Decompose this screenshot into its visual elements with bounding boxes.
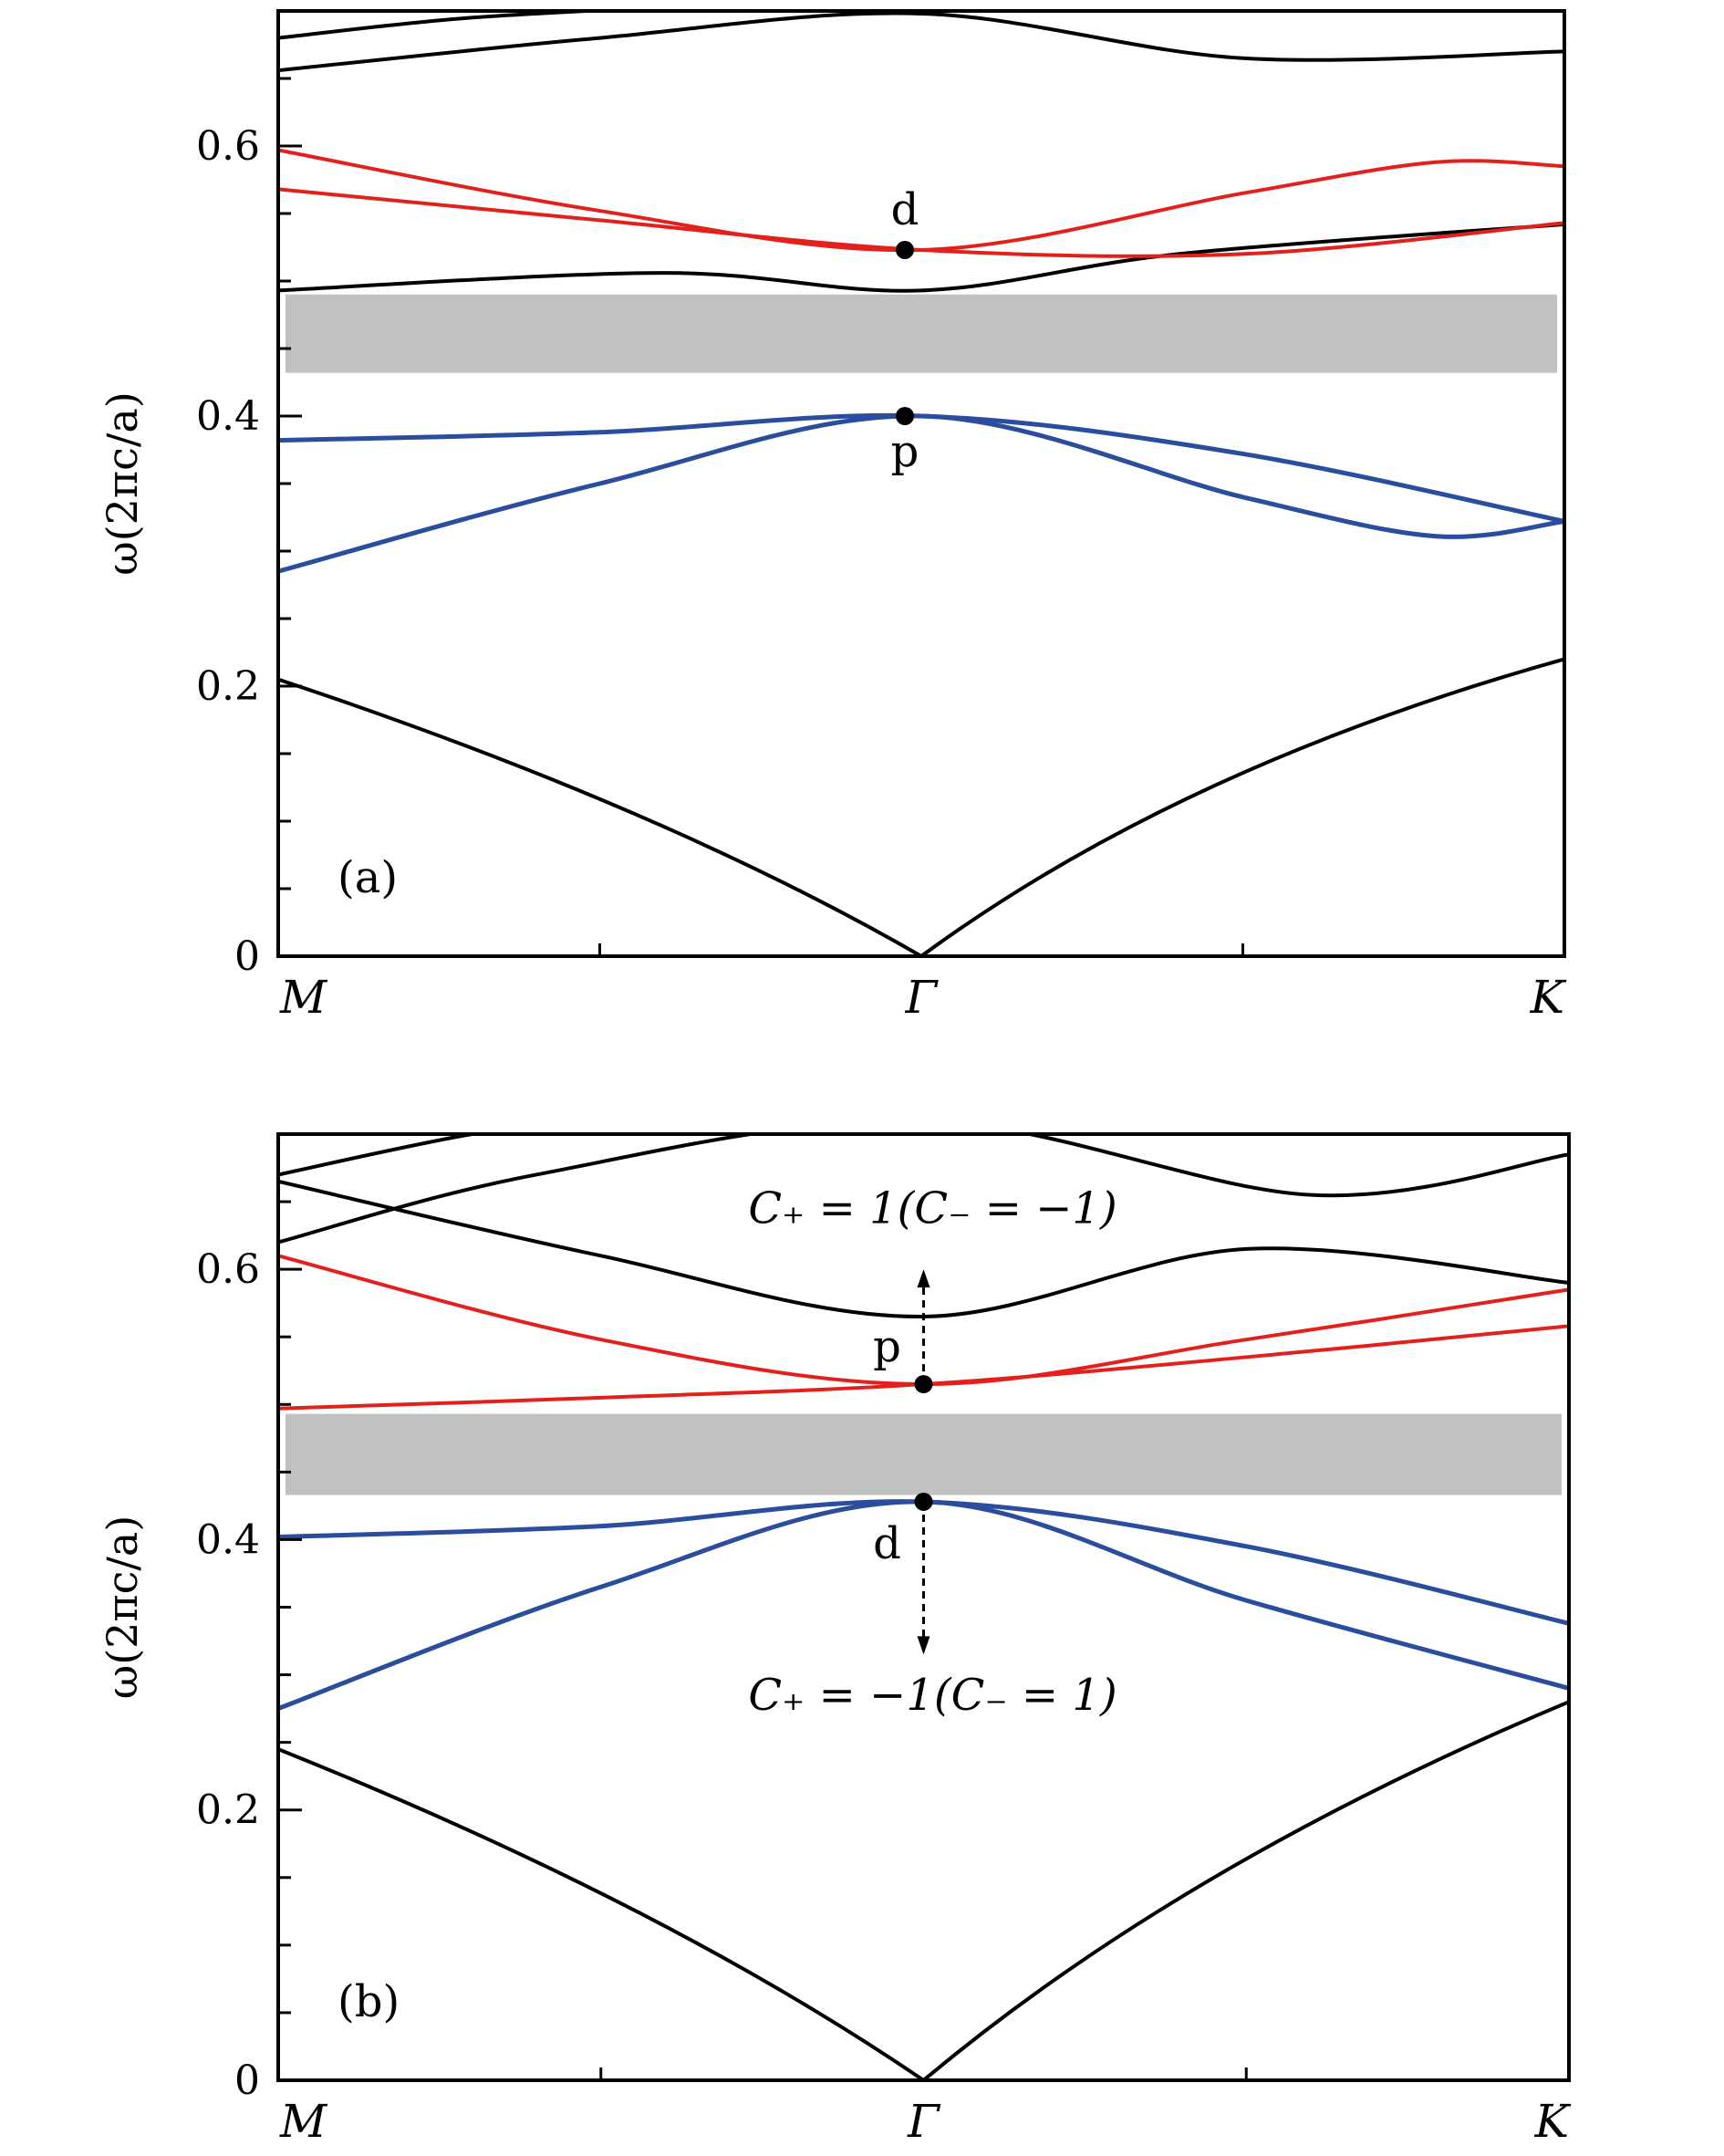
y-axis-label: ω(2πc/a) bbox=[98, 1515, 147, 1700]
band-line-5 bbox=[278, 148, 1564, 253]
band-line-1 bbox=[278, 413, 1564, 574]
y-tick-label: 0.4 bbox=[196, 1516, 260, 1563]
mode-point-p bbox=[914, 1375, 933, 1394]
y-tick-label: 0.2 bbox=[196, 663, 260, 710]
band-gap-region bbox=[286, 1413, 1562, 1495]
y-tick-label: 0 bbox=[234, 933, 260, 980]
panel-label: (a) bbox=[338, 852, 398, 903]
x-tick-label: K bbox=[1530, 971, 1567, 1024]
x-tick-label: M bbox=[279, 971, 328, 1024]
band-line-7 bbox=[278, 11, 624, 40]
y-tick-label: 0.6 bbox=[196, 1246, 260, 1293]
panel-a: 0 0.2 0.4 0.6 M Γ Kω(2πc/a) (a) d p bbox=[98, 9, 1567, 1024]
mode-label-d: d bbox=[873, 1518, 901, 1569]
band-line-0 bbox=[278, 657, 1564, 956]
band-gap-region bbox=[286, 294, 1557, 373]
bands bbox=[278, 11, 1564, 956]
band-line-6 bbox=[278, 11, 1564, 73]
mode-label-d: d bbox=[891, 184, 919, 235]
y-ticks bbox=[278, 1132, 1248, 2082]
y-tick-label: 0.4 bbox=[196, 393, 260, 440]
mode-point-d bbox=[896, 240, 914, 259]
chern-number-annotation: C₊ = 1(C₋ = −1) bbox=[748, 1182, 1116, 1234]
chern-arrow-head bbox=[917, 1636, 930, 1655]
mode-label-p: p bbox=[891, 426, 919, 477]
plot-frame bbox=[276, 9, 1566, 958]
band-line-0 bbox=[278, 1700, 1569, 2080]
y-ticks bbox=[278, 9, 1244, 958]
chern-arrow-head bbox=[917, 1269, 930, 1288]
mode-label-p: p bbox=[873, 1321, 901, 1372]
mode-point-p bbox=[896, 407, 914, 425]
panel-b: 0 0.2 0.4 0.6 M Γ Kω(2πc/a) (b) p d C₊ = 1(C₋ = −1… bbox=[98, 1132, 1572, 2148]
band-line-3 bbox=[278, 222, 1564, 293]
y-tick-label: 0.6 bbox=[196, 123, 260, 170]
chern-number-annotation: C₊ = −1(C₋ = 1) bbox=[748, 1670, 1116, 1721]
band-line-4 bbox=[278, 187, 1564, 258]
panel-label: (b) bbox=[338, 1976, 400, 2027]
mode-point-d bbox=[914, 1492, 933, 1511]
x-tick-label: M bbox=[279, 2095, 328, 2148]
band-line-2 bbox=[278, 412, 1564, 524]
y-tick-label: 0 bbox=[234, 2057, 260, 2104]
band-line-7 bbox=[278, 1134, 483, 1177]
x-tick-label: Γ bbox=[905, 971, 940, 1024]
y-axis-label: ω(2πc/a) bbox=[98, 391, 147, 576]
y-tick-label: 0.2 bbox=[196, 1787, 260, 1834]
x-tick-label: Γ bbox=[907, 2095, 941, 2148]
x-tick-label: K bbox=[1534, 2095, 1572, 2148]
band-line-6 bbox=[278, 1134, 1569, 1245]
